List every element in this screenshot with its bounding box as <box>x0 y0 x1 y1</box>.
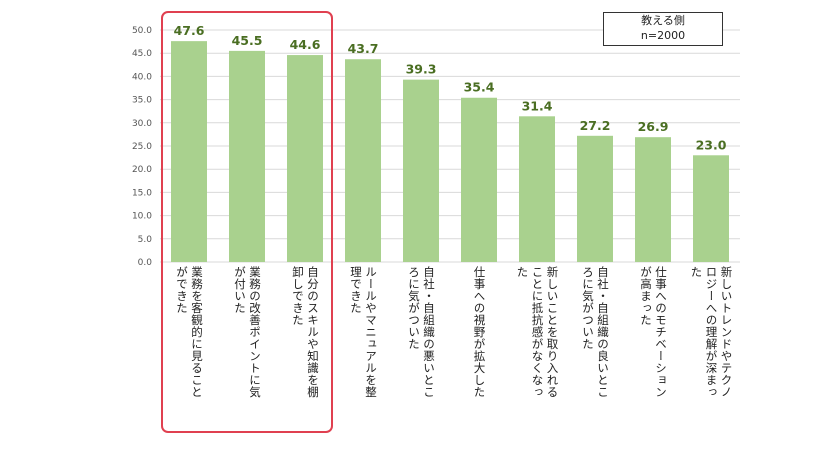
value-label: 45.5 <box>232 33 263 48</box>
category-label-line: ができた <box>175 266 189 314</box>
value-label: 43.7 <box>348 41 379 56</box>
bar <box>403 79 439 262</box>
bars <box>171 41 729 263</box>
y-axis-ticks: 0.0 5.0 10.0 15.0 20.0 25.0 30.0 35.0 40.0 45.0 50… <box>132 26 152 268</box>
category-label-line: が付いた <box>233 266 247 314</box>
y-tick-label: 10.0 <box>132 212 152 222</box>
bar <box>229 50 265 262</box>
category-label: 自社・自組織の悪いとこ ろに気がついた <box>406 266 436 436</box>
category-label-line: 新しいトレンドやテクノ <box>719 266 734 398</box>
category-label: 新しいトレンドやテクノ ロジーへの理解が深まった <box>689 266 734 436</box>
value-label: 47.6 <box>174 23 205 38</box>
category-label: 自分のスキルや知識を棚 卸しできた <box>290 266 320 436</box>
category-label-line: 自社・自組織の悪いとこ <box>422 266 436 398</box>
category-label: ルールやマニュアルを整 理できた <box>348 266 378 436</box>
bar <box>345 59 381 263</box>
category-label-line: ろに気がついた <box>407 266 421 350</box>
y-tick-label: 50.0 <box>132 26 152 36</box>
category-label-line: 業務の改善ポイントに気 <box>248 266 262 398</box>
category-label-line: た <box>515 266 530 278</box>
value-labels: 47.6 45.5 44.6 43.7 39.3 35.4 31.4 27.2 26.9 23.0 <box>174 23 727 152</box>
bar <box>461 97 497 262</box>
category-label-line: た <box>689 266 704 278</box>
y-tick-label: 20.0 <box>132 165 152 175</box>
bar <box>693 155 729 262</box>
legend-box: 教える側 n=2000 <box>603 12 723 46</box>
bar <box>171 41 207 262</box>
category-label-line: 理できた <box>349 266 363 314</box>
category-label-line: 自社・自組織の良いとこ <box>596 266 610 398</box>
y-tick-label: 35.0 <box>132 96 152 106</box>
value-label: 26.9 <box>638 119 669 134</box>
category-label-line: ことに抵抗感がなくなっ <box>530 266 545 398</box>
category-label-line: 業務を客観的に見ること <box>190 266 204 398</box>
value-label: 35.4 <box>464 80 495 95</box>
category-label-line: 仕事への視野が拡大した <box>472 266 487 398</box>
y-tick-label: 15.0 <box>132 188 152 198</box>
category-label-line: が高まった <box>639 266 653 326</box>
category-label: 新しいことを取り入れる ことに抵抗感がなくなった <box>515 266 560 436</box>
value-label: 31.4 <box>522 98 553 113</box>
category-label: 業務を客観的に見ること ができた <box>174 266 204 436</box>
value-label: 23.0 <box>696 137 727 152</box>
highlight-box <box>161 11 333 433</box>
category-label-line: ルールやマニュアルを整 <box>364 266 378 398</box>
y-tick-label: 40.0 <box>132 72 152 82</box>
y-tick-label: 5.0 <box>138 235 153 245</box>
bar <box>635 137 671 262</box>
legend-title: 教える側 <box>641 14 685 27</box>
category-label-line: 卸しできた <box>291 266 305 326</box>
bar <box>287 55 323 262</box>
value-label: 27.2 <box>580 118 611 133</box>
category-label: 仕事へのモチベーション が高まった <box>638 266 668 436</box>
category-label-line: ロジーへの理解が深まっ <box>704 266 719 398</box>
y-tick-label: 45.0 <box>132 49 152 59</box>
category-label: 仕事への視野が拡大した <box>472 266 487 436</box>
y-tick-label: 0.0 <box>138 258 153 268</box>
category-label-line: 自分のスキルや知識を棚 <box>306 266 320 398</box>
category-label-line: ろに気がついた <box>581 266 595 350</box>
category-label-line: 新しいことを取り入れる <box>545 266 560 398</box>
category-label-line: 仕事へのモチベーション <box>654 266 668 398</box>
y-tick-label: 30.0 <box>132 119 152 129</box>
bar <box>577 135 613 262</box>
category-label: 自社・自組織の良いとこ ろに気がついた <box>580 266 610 436</box>
value-label: 44.6 <box>290 37 321 52</box>
bar <box>519 116 555 262</box>
value-label: 39.3 <box>406 62 437 77</box>
y-tick-label: 25.0 <box>132 142 152 152</box>
category-label: 業務の改善ポイントに気 が付いた <box>232 266 262 436</box>
legend-sample-size: n=2000 <box>640 29 686 42</box>
